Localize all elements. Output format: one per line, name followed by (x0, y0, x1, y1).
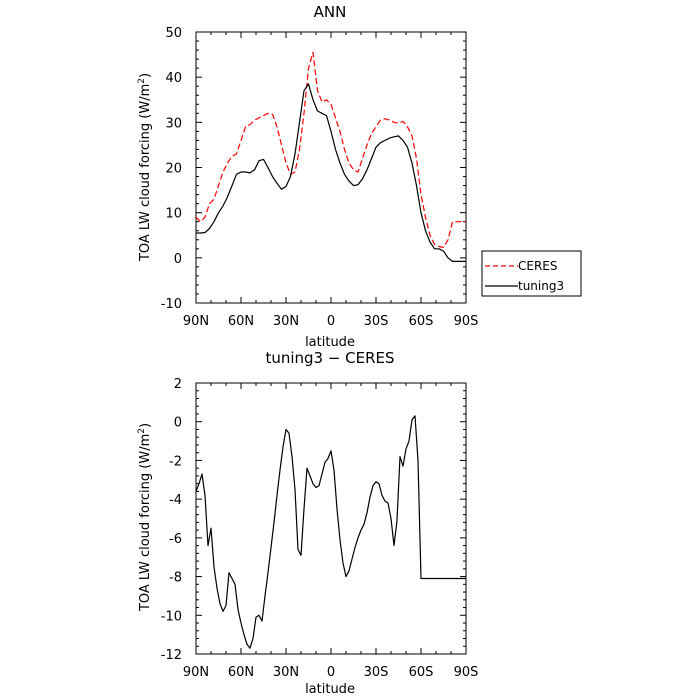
bottom-plot-area: 90N 60N 30N 0 30S 60S 90S -12 -10 -8 -6 -4 -2 0 2 (161, 377, 479, 680)
top-x-tick-label: 30S (364, 314, 389, 329)
bottom-series-difference-line (195, 415, 466, 649)
bottom-y-tick-label: -2 (169, 454, 182, 469)
bottom-x-tick-label: 90N (183, 665, 209, 680)
panel-bottom: tuning3 − CERES TOA LW cloud forcing (W/… (137, 349, 478, 697)
legend: CERES tuning3 (481, 250, 582, 297)
bottom-y-tick-label: -6 (169, 532, 182, 547)
legend-label-tuning3: tuning3 (518, 279, 564, 293)
top-y-tick-label: 20 (165, 162, 182, 177)
top-plot-area: 90N 60N 30N 0 30S 60S 90S -10 0 10 20 30 40 50 (161, 26, 479, 329)
bottom-plot-frame (195, 382, 467, 655)
bottom-x-tick-label: 90S (454, 665, 479, 680)
top-y-tick-label: 40 (165, 71, 182, 86)
bottom-x-tick-label: 60S (409, 665, 434, 680)
top-x-axis-title: latitude (305, 335, 355, 350)
bottom-y-tick-label: -4 (169, 493, 182, 508)
legend-box (481, 250, 582, 297)
top-x-tick-label: 60S (409, 314, 434, 329)
top-y-tick-label: -10 (161, 297, 182, 312)
top-y-tick-label: 30 (165, 116, 182, 131)
top-y-axis-title: TOA LW cloud forcing (W/m2) (137, 73, 153, 262)
top-plot-title: ANN (314, 3, 347, 21)
bottom-y-tick-label: -8 (169, 571, 182, 586)
top-x-tick-label: 90S (454, 314, 479, 329)
top-x-tick-label: 90N (183, 314, 209, 329)
top-y-tick-label: 10 (165, 207, 182, 222)
bottom-x-tick-label: 0 (327, 665, 335, 680)
legend-label-ceres: CERES (518, 259, 558, 273)
top-series-tuning3-line (196, 83, 466, 262)
top-plot-frame (195, 31, 467, 304)
top-series-ceres-line (195, 51, 466, 248)
bottom-plot-title: tuning3 − CERES (265, 349, 394, 367)
bottom-x-tick-label: 30S (364, 665, 389, 680)
bottom-x-tick-label: 60N (228, 665, 254, 680)
bottom-x-tick-label: 30N (273, 665, 299, 680)
panel-top: ANN TOA LW cloud forcing (W/m2) latitude… (137, 3, 582, 350)
top-x-tick-label: 60N (228, 314, 254, 329)
bottom-y-tick-label: 2 (174, 377, 182, 392)
bottom-y-tick-label: -10 (161, 609, 182, 624)
top-y-tick-label: 0 (174, 252, 182, 267)
bottom-y-axis-title: TOA LW cloud forcing (W/m2) (137, 423, 153, 612)
top-x-tick-label: 30N (273, 314, 299, 329)
top-x-tick-label: 0 (327, 314, 335, 329)
bottom-y-tick-label: -12 (161, 648, 182, 663)
bottom-x-axis-title: latitude (305, 682, 355, 697)
top-y-tick-label: 50 (165, 26, 182, 41)
bottom-y-tick-label: 0 (174, 416, 182, 431)
